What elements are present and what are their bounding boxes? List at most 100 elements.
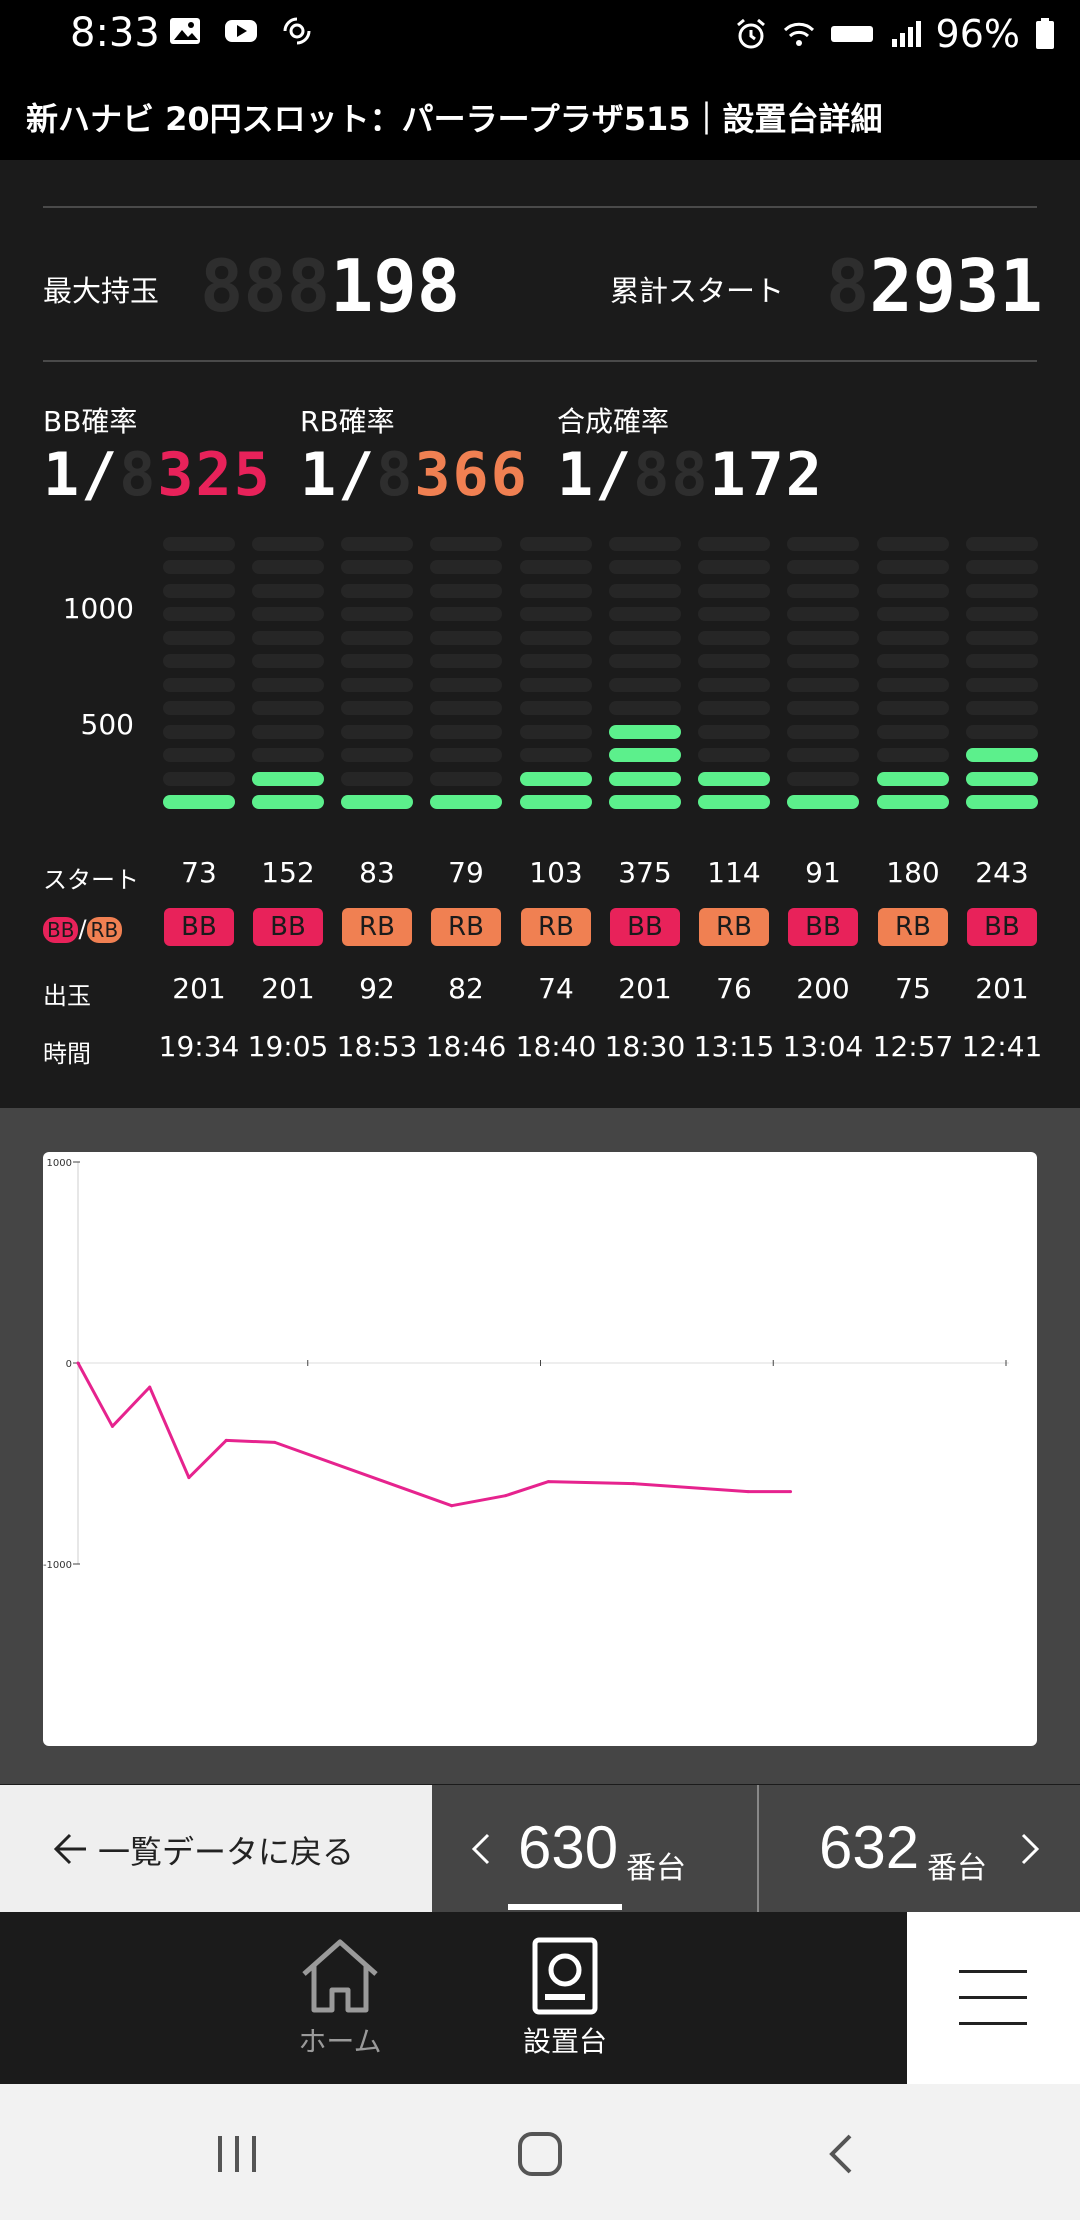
bar-segment-lit <box>252 795 324 809</box>
payout-value: 76 <box>716 972 752 1005</box>
bar-segment <box>877 630 949 645</box>
data-point <box>504 1494 508 1498</box>
bar-segment <box>341 560 413 574</box>
status-bar: 8:33 96% <box>0 0 1080 72</box>
next-machine-suffix: 番台 <box>927 1851 987 1886</box>
cast-icon <box>283 17 311 45</box>
bar-segment <box>341 701 413 715</box>
bonus-type-badge: RB <box>431 908 501 946</box>
bar-segment <box>341 654 413 668</box>
bar-segment <box>163 536 235 551</box>
bar-segment <box>163 583 235 598</box>
data-point <box>631 1482 635 1486</box>
bar-segment <box>430 771 502 786</box>
bar-segment <box>520 536 592 551</box>
legend-bb-tag: BB <box>43 917 79 943</box>
home-system-icon[interactable] <box>516 2130 564 2178</box>
slump-graph: 1000 0 -1000 <box>43 1152 1037 1746</box>
bar-segment <box>430 701 502 715</box>
bar-segment <box>430 536 502 551</box>
payout-value: 200 <box>796 972 850 1005</box>
bar-segment-lit <box>520 771 592 786</box>
max-holding-value: 888198 <box>200 244 461 328</box>
bonus-time: 18:40 <box>515 1030 597 1063</box>
battery-percent: 96% <box>935 12 1020 56</box>
start-count: 180 <box>886 856 940 889</box>
bar-segment <box>520 583 592 598</box>
bonus-time: 19:34 <box>158 1030 240 1063</box>
bar-segment <box>609 701 681 715</box>
alarm-icon <box>736 18 765 49</box>
payout-row-label: 出玉 <box>43 982 91 1010</box>
bar-segment <box>698 630 770 645</box>
bar-segment <box>877 701 949 715</box>
data-point <box>76 1361 80 1365</box>
bar-segment-lit <box>698 795 770 809</box>
bar-segment <box>430 724 502 739</box>
bonus-time: 19:05 <box>247 1030 329 1063</box>
back-system-icon[interactable] <box>826 2132 856 2176</box>
bar-segment <box>163 560 235 574</box>
total-start-value: 82931 <box>826 244 1043 328</box>
bar-segment <box>877 677 949 692</box>
time-row-label: 時間 <box>43 1040 91 1068</box>
next-machine-button[interactable]: 632 番台 <box>759 1785 1080 1912</box>
bar-segment-lit <box>698 771 770 786</box>
back-to-list-button[interactable]: 一覧データに戻る <box>0 1785 432 1912</box>
bar-segment <box>787 701 859 715</box>
legend-slash: / <box>78 915 87 943</box>
bar-segment <box>163 771 235 786</box>
payout-value: 74 <box>538 972 574 1005</box>
max-holding-label: 最大持玉 <box>43 274 160 308</box>
bar-segment <box>966 607 1038 621</box>
bar-segment <box>787 654 859 668</box>
nav-divider <box>757 1785 759 1912</box>
chevron-left-icon <box>471 1833 490 1865</box>
data-point <box>187 1476 191 1480</box>
start-count: 79 <box>448 856 484 889</box>
bar-segment <box>877 654 949 668</box>
volte-icon <box>830 26 873 42</box>
bar-segment <box>341 748 413 762</box>
bar-segment <box>252 583 324 598</box>
bar-segment <box>698 654 770 668</box>
bar-segment <box>877 724 949 739</box>
bar-segment <box>341 607 413 621</box>
bar-segment <box>787 630 859 645</box>
bar-segment <box>163 748 235 762</box>
prev-machine-button[interactable]: 630 番台 <box>432 1785 757 1912</box>
chevron-right-icon <box>1021 1833 1040 1865</box>
bar-segment <box>698 536 770 551</box>
bar-segment <box>609 630 681 645</box>
bar-segment <box>341 771 413 786</box>
menu-button[interactable] <box>907 1912 1080 2084</box>
gallery-icon <box>170 18 200 44</box>
bonus-type-badge: BB <box>788 908 858 946</box>
nav-home[interactable]: ホーム <box>280 1936 400 2060</box>
bar-segment <box>430 607 502 621</box>
status-icons-left <box>168 14 314 48</box>
payout-value: 92 <box>359 972 395 1005</box>
bar-segment-lit <box>163 795 235 809</box>
next-machine-number: 632 <box>819 1814 920 1881</box>
total-start-label: 累計スタート <box>610 274 785 308</box>
machine-data-panel: 最大持玉 888198 累計スタート 82931 BB確率 1/8325 RB確… <box>0 160 1080 1108</box>
bar-segment <box>252 677 324 692</box>
nav-machine[interactable]: 設置台 <box>505 1936 625 2060</box>
start-count: 103 <box>529 856 583 889</box>
bar-segment <box>341 677 413 692</box>
bar-segment <box>877 583 949 598</box>
bar-segment <box>520 630 592 645</box>
payout-value: 75 <box>895 972 931 1005</box>
bar-segment <box>609 560 681 574</box>
data-point <box>546 1480 550 1484</box>
bar-segment <box>966 560 1038 574</box>
bb-rb-legend: BB / RB <box>43 915 123 943</box>
bar-segment <box>966 677 1038 692</box>
bar-segment <box>698 583 770 598</box>
bar-segment <box>787 677 859 692</box>
recent-apps-icon[interactable] <box>214 2134 260 2174</box>
bar-y-label-500: 500 <box>80 708 134 741</box>
bonus-time: 13:15 <box>693 1030 775 1063</box>
y-tick-label: 1000 <box>47 1158 72 1169</box>
